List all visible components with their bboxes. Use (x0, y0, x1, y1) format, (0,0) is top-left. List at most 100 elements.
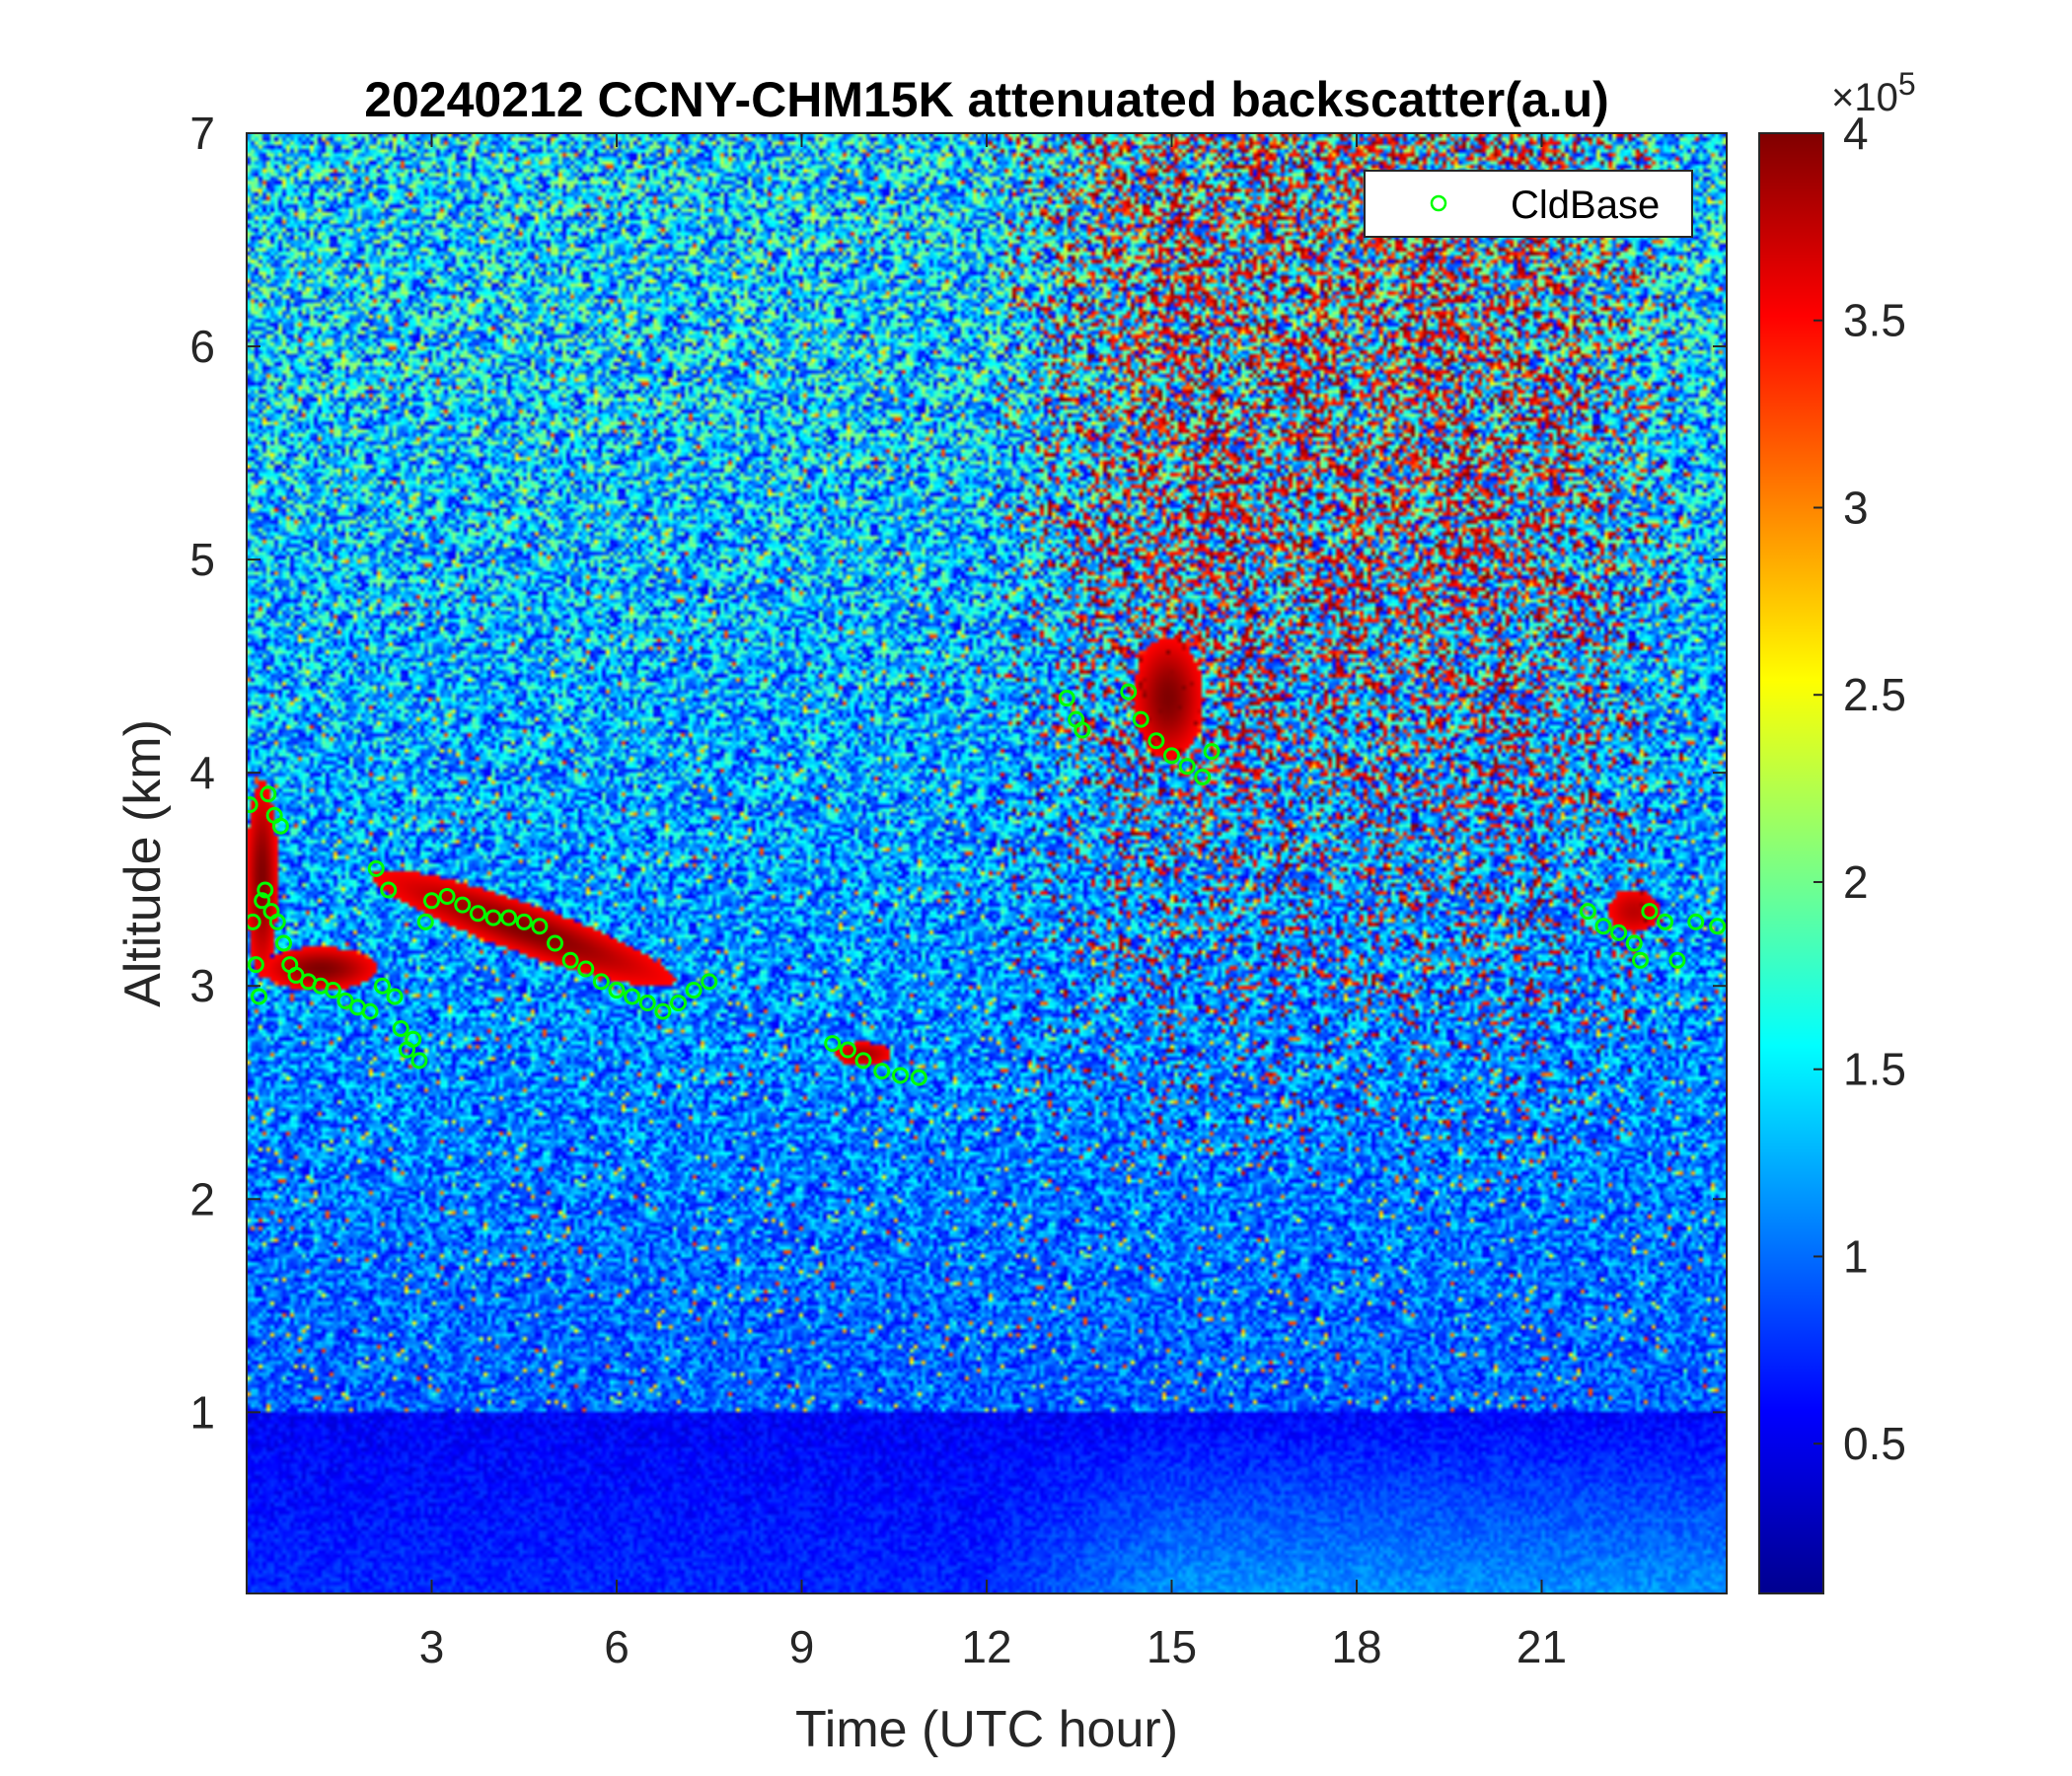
colorbar-tick-label: 1.5 (1843, 1044, 1906, 1095)
legend: CldBase (1364, 170, 1693, 238)
x-tick-label: 21 (1517, 1621, 1567, 1672)
cldbase-point (257, 881, 274, 899)
legend-box (1364, 170, 1693, 238)
cldbase-point (454, 896, 472, 914)
cldbase-point (469, 905, 486, 923)
cldbase-point (1178, 758, 1196, 776)
cldbase-point (1203, 743, 1221, 761)
cldbase-point (247, 796, 259, 814)
cldbase-point (247, 956, 264, 974)
cldbase-point (608, 982, 626, 999)
cldbase-point (259, 785, 277, 803)
colorbar-gradient (1758, 132, 1824, 1594)
cldbase-point (1668, 951, 1686, 969)
cldbase-point (1594, 918, 1612, 935)
colorbar-tick-label: 3 (1843, 481, 1869, 533)
colorbar-exponent-base: ×10 (1831, 76, 1898, 119)
cldbase-point (638, 995, 656, 1012)
y-axis-label: Altitude (km) (114, 719, 172, 1007)
cldbase-point (438, 887, 456, 905)
cldbase-scatter-layer (247, 683, 1727, 1086)
x-tick-label: 3 (419, 1621, 445, 1672)
cldbase-point (1579, 903, 1596, 921)
cldbase-point (515, 913, 533, 930)
x-tick-label: 9 (789, 1621, 815, 1672)
cldbase-point (531, 918, 549, 935)
cldbase-point (268, 913, 286, 930)
cldbase-point (654, 1002, 672, 1020)
cldbase-point (405, 1030, 422, 1048)
cldbase-point (1610, 924, 1628, 941)
y-tick-label: 4 (189, 747, 215, 798)
colorbar-tick-label: 1 (1843, 1230, 1869, 1282)
chart-title: 20240212 CCNY-CHM15K attenuated backscat… (364, 72, 1609, 127)
cldbase-point (1709, 918, 1727, 935)
cldbase-point (910, 1069, 927, 1086)
cldbase-point (1194, 768, 1212, 785)
cldbase-point (839, 1041, 856, 1059)
cldbase-point (325, 982, 341, 999)
legend-marker-icon (1430, 194, 1447, 212)
cldbase-point (685, 982, 703, 999)
heatmap-image (247, 133, 1727, 1593)
x-axis-label: Time (UTC hour) (795, 1701, 1178, 1758)
cldbase-point (824, 1035, 842, 1053)
cldbase-point (547, 934, 563, 952)
cldbase-point (1073, 721, 1091, 739)
cldbase-point (1058, 690, 1075, 707)
cldbase-point (500, 909, 518, 926)
cldbase-point (484, 909, 502, 926)
colorbar-tick-label: 2 (1843, 856, 1869, 908)
cldbase-point (1147, 732, 1165, 750)
legend-entry-cldbase: CldBase (1511, 184, 1660, 227)
cldbase-point (1632, 951, 1649, 969)
heatmap-plot-area (247, 133, 1727, 1593)
cldbase-point (1687, 913, 1705, 930)
x-axis: 3 6 9 12 15 18 21 (419, 133, 1567, 1672)
cldbase-point (577, 960, 595, 978)
x-tick-label: 18 (1331, 1621, 1381, 1672)
x-tick-label: 12 (961, 1621, 1011, 1672)
colorbar-exponent: ×105 (1831, 66, 1916, 119)
cldbase-point (254, 892, 271, 910)
colorbar-tick-label: 0.5 (1843, 1418, 1906, 1469)
cldbase-point (701, 973, 718, 991)
cldbase-point (374, 977, 391, 995)
x-tick-label: 15 (1147, 1621, 1197, 1672)
y-tick-label: 6 (189, 321, 215, 372)
cldbase-point (392, 1019, 409, 1037)
cldbase-point (873, 1063, 891, 1080)
cldbase-point (592, 973, 610, 991)
y-axis: 1 2 3 4 5 6 7 (189, 108, 1727, 1438)
y-tick-label: 2 (189, 1173, 215, 1224)
colorbar-tick-label: 2.5 (1843, 669, 1906, 720)
cldbase-point (410, 1052, 428, 1070)
cldbase-point (892, 1067, 909, 1084)
cldbase-point (271, 817, 289, 835)
cldbase-point (670, 995, 687, 1012)
cldbase-point (1657, 913, 1673, 930)
cldbase-point (561, 951, 579, 969)
cldbase-point (1132, 710, 1149, 728)
cldbase-point (336, 992, 354, 1009)
colorbar-tick-label: 4 (1843, 108, 1869, 159)
colorbar-ticks: 0.5 1 1.5 2 2.5 3 3.5 4 (1813, 108, 1906, 1469)
cldbase-point (416, 913, 434, 930)
cldbase-point (367, 859, 385, 877)
colorbar-exponent-power: 5 (1898, 66, 1916, 102)
colorbar: 0.5 1 1.5 2 2.5 3 3.5 4 ×105 (1758, 66, 1916, 1594)
y-tick-label: 1 (189, 1386, 215, 1438)
cldbase-point (247, 913, 261, 930)
y-tick-label: 7 (189, 108, 215, 159)
colorbar-tick-label: 3.5 (1843, 295, 1906, 346)
cldbase-point (854, 1052, 872, 1070)
x-tick-label: 6 (604, 1621, 629, 1672)
y-tick-label: 5 (189, 534, 215, 585)
y-tick-label: 3 (189, 960, 215, 1011)
cldbase-point (386, 988, 404, 1005)
cldbase-point (1120, 683, 1138, 701)
cldbase-point (287, 966, 305, 984)
cldbase-point (361, 1002, 379, 1020)
cldbase-point (423, 892, 440, 910)
